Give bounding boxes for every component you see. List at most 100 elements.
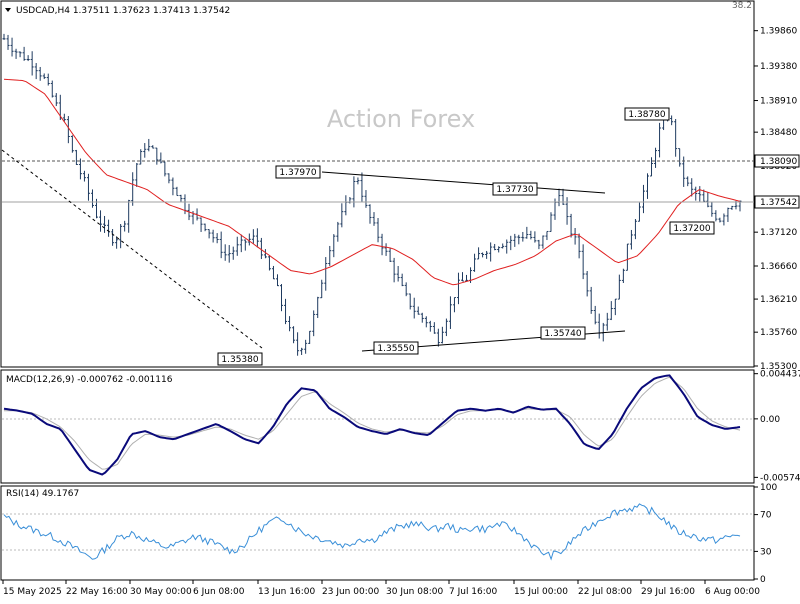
- ohlc-bar: [86, 173, 90, 201]
- ohlc-bar: [388, 247, 392, 263]
- price-tick-label: 1.35760: [760, 328, 797, 338]
- ohlc-bar: [633, 219, 637, 240]
- ohlc-bar: [428, 320, 432, 332]
- ohlc-bar: [714, 210, 718, 222]
- ohlc-bar: [440, 326, 444, 344]
- time-tick-label: 30 Jun 08:00: [386, 587, 443, 597]
- ohlc-bar: [549, 212, 553, 232]
- ohlc-bar: [82, 170, 86, 182]
- ohlc-bar: [175, 186, 179, 197]
- hline-price: 1.38090: [760, 157, 797, 167]
- rsi-label: RSI(14) 49.1767: [6, 489, 79, 499]
- ohlc-bar: [364, 190, 368, 208]
- ohlc-bar: [609, 301, 613, 321]
- hline-price-tag: 1.38090: [754, 154, 800, 168]
- ohlc-bar: [485, 250, 489, 259]
- current-price-tag: 1.37542: [754, 195, 800, 209]
- ohlc-bar: [412, 297, 416, 319]
- ohlc-bar: [227, 245, 231, 263]
- main-panel-frame: [0, 0, 755, 368]
- ohlc-bar: [617, 274, 621, 300]
- ohlc-bar: [155, 147, 159, 165]
- ohlc-bar: [111, 229, 115, 246]
- ohlc-bar: [702, 189, 706, 202]
- rsi-tick-label: 30: [760, 547, 772, 557]
- ohlc-bar: [621, 268, 625, 284]
- ohlc-bar: [605, 312, 609, 331]
- ohlc-bar: [62, 113, 66, 122]
- time-tick-label: 6 Aug 00:00: [705, 587, 760, 597]
- ohlc-bar: [517, 234, 521, 245]
- price-tick-label: 1.38910: [760, 97, 797, 107]
- ohlc-bar: [247, 233, 251, 246]
- ohlc-bar: [658, 122, 662, 158]
- price-tick-label: 1.38480: [760, 128, 797, 138]
- moving-average-line: [3, 78, 741, 286]
- ohlc-bar: [14, 48, 18, 59]
- time-tick-label: 15 Jul 00:00: [514, 587, 568, 597]
- ohlc-bar: [300, 347, 304, 355]
- rsi-panel-frame: [0, 485, 755, 581]
- ohlc-bar: [239, 234, 243, 253]
- price-bars: [2, 33, 742, 356]
- ohlc-bar: [645, 173, 649, 199]
- ohlc-bar: [46, 73, 50, 86]
- ohlc-bar: [360, 172, 364, 202]
- ohlc-bar: [127, 199, 131, 233]
- ohlc-bar: [710, 202, 714, 217]
- symbol-label: USDCAD,H4 1.37511 1.37623 1.37413 1.3754…: [16, 6, 230, 16]
- ohlc-bar: [380, 233, 384, 256]
- ohlc-bar: [288, 316, 292, 332]
- ohlc-bar: [682, 156, 686, 187]
- time-tick-label: 22 Jul 08:00: [578, 587, 632, 597]
- price-tick-label: 1.35300: [760, 362, 797, 372]
- ohlc-bar: [199, 217, 203, 232]
- ohlc-bar: [304, 339, 308, 354]
- ohlc-bar: [167, 173, 171, 184]
- ohlc-bar: [308, 330, 312, 344]
- annotation-1-35550: 1.35550: [373, 341, 419, 355]
- ohlc-bar: [6, 34, 10, 50]
- macd-label: MACD(12,26,9) -0.000762 -0.001116: [6, 375, 173, 385]
- ohlc-bar: [2, 33, 6, 40]
- rsi-scale: 100 70 30 0: [754, 483, 777, 585]
- ohlc-bar: [726, 207, 730, 222]
- ohlc-bar: [456, 272, 460, 305]
- ohlc-bar: [420, 312, 424, 323]
- ohlc-bar: [396, 266, 400, 282]
- dropdown-triangle-icon[interactable]: [5, 8, 11, 12]
- ohlc-bar: [629, 229, 633, 250]
- time-axis: 15 May 2025 22 May 16:00 30 May 00:00 6 Jun…: [2, 580, 760, 597]
- ohlc-bar: [255, 228, 259, 248]
- ohlc-bar: [179, 194, 183, 203]
- ohlc-bar: [448, 296, 452, 329]
- ohlc-bar: [251, 229, 255, 244]
- ohlc-bar: [686, 176, 690, 187]
- ohlc-bar: [267, 255, 271, 271]
- annotation-1-37730: 1.37730: [492, 182, 538, 196]
- ohlc-bar: [505, 239, 509, 254]
- ohlc-bar: [424, 316, 428, 328]
- ohlc-bar: [30, 51, 34, 76]
- ohlc-bar: [271, 265, 275, 280]
- ohlc-bar: [131, 172, 135, 206]
- ohlc-bar: [336, 221, 340, 242]
- ohlc-bar: [259, 237, 263, 260]
- ohlc-bar: [78, 158, 82, 180]
- time-tick-label: 15 May 2025: [3, 587, 62, 597]
- corner-label: 38.2: [732, 1, 752, 11]
- ohlc-bar: [332, 234, 336, 258]
- time-tick-label: 13 Jun 16:00: [258, 587, 315, 597]
- ohlc-bar: [215, 233, 219, 244]
- ohlc-bar: [489, 242, 493, 262]
- price-tick-label: 1.39380: [760, 62, 797, 72]
- ohlc-bar: [143, 143, 147, 158]
- ohlc-bar: [243, 239, 247, 251]
- rsi-tick-label: 0: [760, 575, 766, 585]
- ohlc-bar: [589, 286, 593, 314]
- ohlc-bar: [368, 204, 372, 224]
- ohlc-bar: [537, 239, 541, 250]
- ohlc-bar: [159, 152, 163, 164]
